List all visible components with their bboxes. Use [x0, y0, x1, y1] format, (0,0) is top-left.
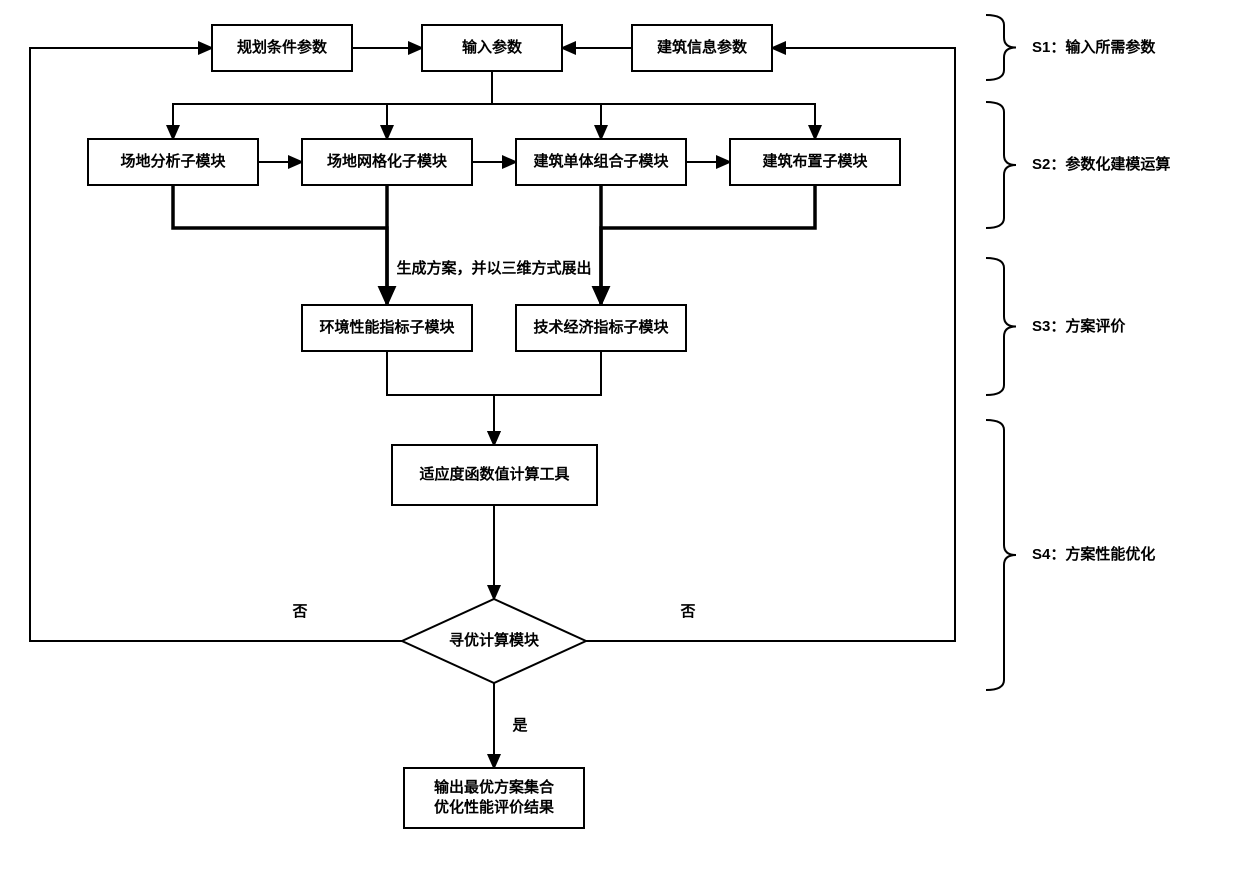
- stage-brace-1: [986, 102, 1016, 228]
- output-label-0: 输出最优方案集合: [434, 778, 555, 796]
- stage-label-2: S3：方案评价: [1032, 317, 1126, 335]
- stage-label-0: S1：输入所需参数: [1032, 38, 1156, 56]
- edge-label-no_right: 否: [679, 603, 695, 620]
- arrow-9: [173, 185, 387, 305]
- arrow-14: [494, 351, 601, 445]
- arrow-13: [387, 351, 494, 445]
- stage-label-1: S2：参数化建模运算: [1032, 155, 1170, 173]
- s4_fitness-label: 适应度函数值计算工具: [419, 465, 569, 483]
- stage-braces: S1：输入所需参数 S2：参数化建模运算 S3：方案评价 S4：方案性能优化: [986, 15, 1170, 690]
- flowchart-decision: 寻优计算模块: [402, 599, 586, 683]
- arrow-5: [492, 71, 815, 139]
- s2_layout-label: 建筑布置子模块: [762, 152, 868, 170]
- s2_combo-label: 建筑单体组合子模块: [533, 152, 669, 170]
- stage-brace-2: [986, 258, 1016, 395]
- edge-label-yes: 是: [511, 717, 528, 734]
- s1_planning-label: 规划条件参数: [237, 38, 328, 56]
- stage-brace-0: [986, 15, 1016, 80]
- arrow-12: [601, 185, 815, 305]
- s1_input-label: 输入参数: [462, 38, 523, 56]
- arrow-3: [387, 71, 492, 139]
- stage-label-3: S4：方案性能优化: [1032, 545, 1155, 563]
- s3_tech-label: 技术经济指标子模块: [533, 318, 669, 336]
- s1_building-label: 建筑信息参数: [657, 38, 748, 56]
- s2_grid-label: 场地网格化子模块: [327, 152, 448, 170]
- s3_env-label: 环境性能指标子模块: [319, 318, 455, 336]
- decision-label: 寻优计算模块: [449, 631, 540, 649]
- s2_site-label: 场地分析子模块: [120, 152, 226, 170]
- edge-label-gen_3d: 生成方案，并以三维方式展出: [396, 259, 591, 277]
- stage-brace-3: [986, 420, 1016, 690]
- output-label-1: 优化性能评价结果: [434, 798, 555, 816]
- edge-label-no_left: 否: [291, 603, 307, 620]
